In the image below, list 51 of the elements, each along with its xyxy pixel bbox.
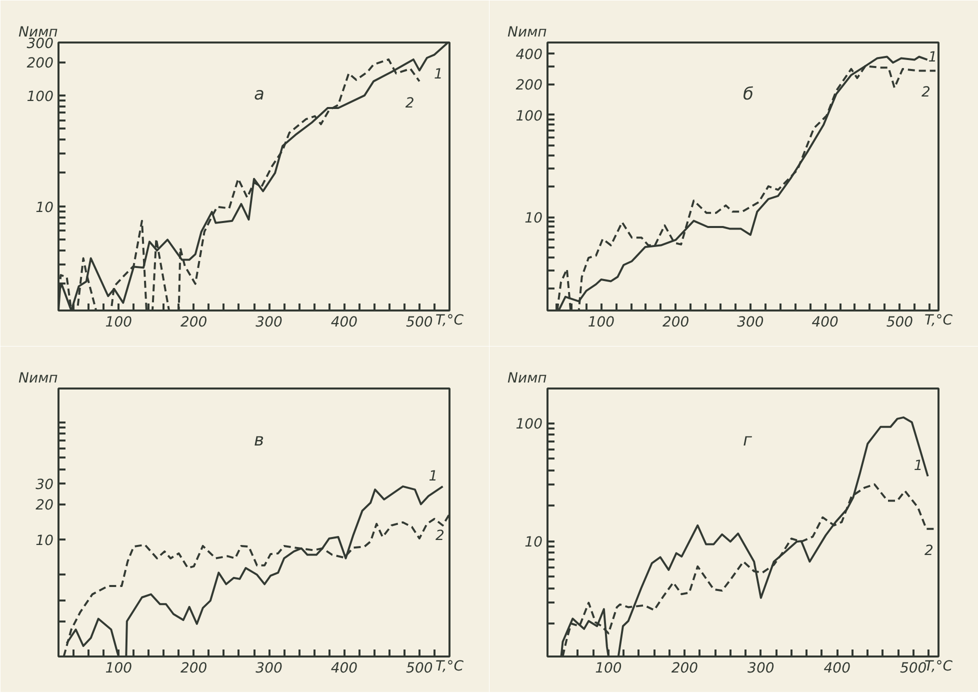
y-tick-label: 200 [516,78,543,94]
y-tick-label: 10 [36,532,54,549]
text: а [254,84,264,104]
y-tick-label: 400 [516,46,543,63]
x-tick-label: 300 [256,314,282,330]
text: б [743,84,754,104]
y-tick-label: 20 [36,498,54,514]
x-tick-label: 500 [406,660,433,676]
series-label: 1 [434,66,443,82]
x-tick-label: 500 [900,660,927,676]
y-axis-title: Nимп [18,370,58,386]
y-axis-title: Nимп [508,370,547,386]
x-tick-label: 300 [737,314,764,330]
y-tick-label: 30 [36,477,54,494]
x-tick-label: 200 [180,660,208,676]
x-axis-title: T,°C [435,312,464,328]
y-tick-label: 10 [36,200,54,216]
x-tick-label: 100 [588,314,615,330]
x-tick-label: 300 [748,660,774,676]
series-label: 1 [928,50,938,66]
x-tick-label: 100 [595,660,622,676]
x-tick-label: 400 [330,660,358,676]
series-label: 2 [924,542,934,559]
x-tick-label: 500 [886,314,914,330]
y-tick-label: 10 [524,534,543,551]
x-axis-title: T,°C [435,658,464,674]
y-axis-title: Nимп [508,24,547,40]
y-tick-label: 10 [524,210,543,227]
x-tick-label: 100 [105,314,132,330]
y-tick-label: 200 [26,56,54,72]
x-tick-label: 200 [180,314,208,330]
series-label: 2 [436,528,444,544]
y-tick-label: 100 [516,108,543,124]
x-tick-label: 400 [812,314,839,330]
text: г [743,430,752,450]
x-tick-label: 500 [406,314,433,330]
x-tick-label: 200 [671,660,698,676]
series-label: 1 [428,468,438,484]
x-tick-label: 400 [330,314,358,330]
x-axis-title: T,°C [924,312,953,328]
y-tick-label: 100 [26,88,54,105]
text: в [254,430,264,450]
y-tick-label: 100 [516,416,543,433]
x-tick-label: 100 [105,660,132,676]
x-tick-label: 400 [824,660,851,676]
x-tick-label: 300 [256,660,282,676]
x-tick-label: 200 [662,314,690,330]
series-label: 1 [914,458,923,474]
x-axis-title: T,°C [924,658,953,674]
series-label: 2 [405,95,414,112]
series-label: 2 [922,84,931,101]
